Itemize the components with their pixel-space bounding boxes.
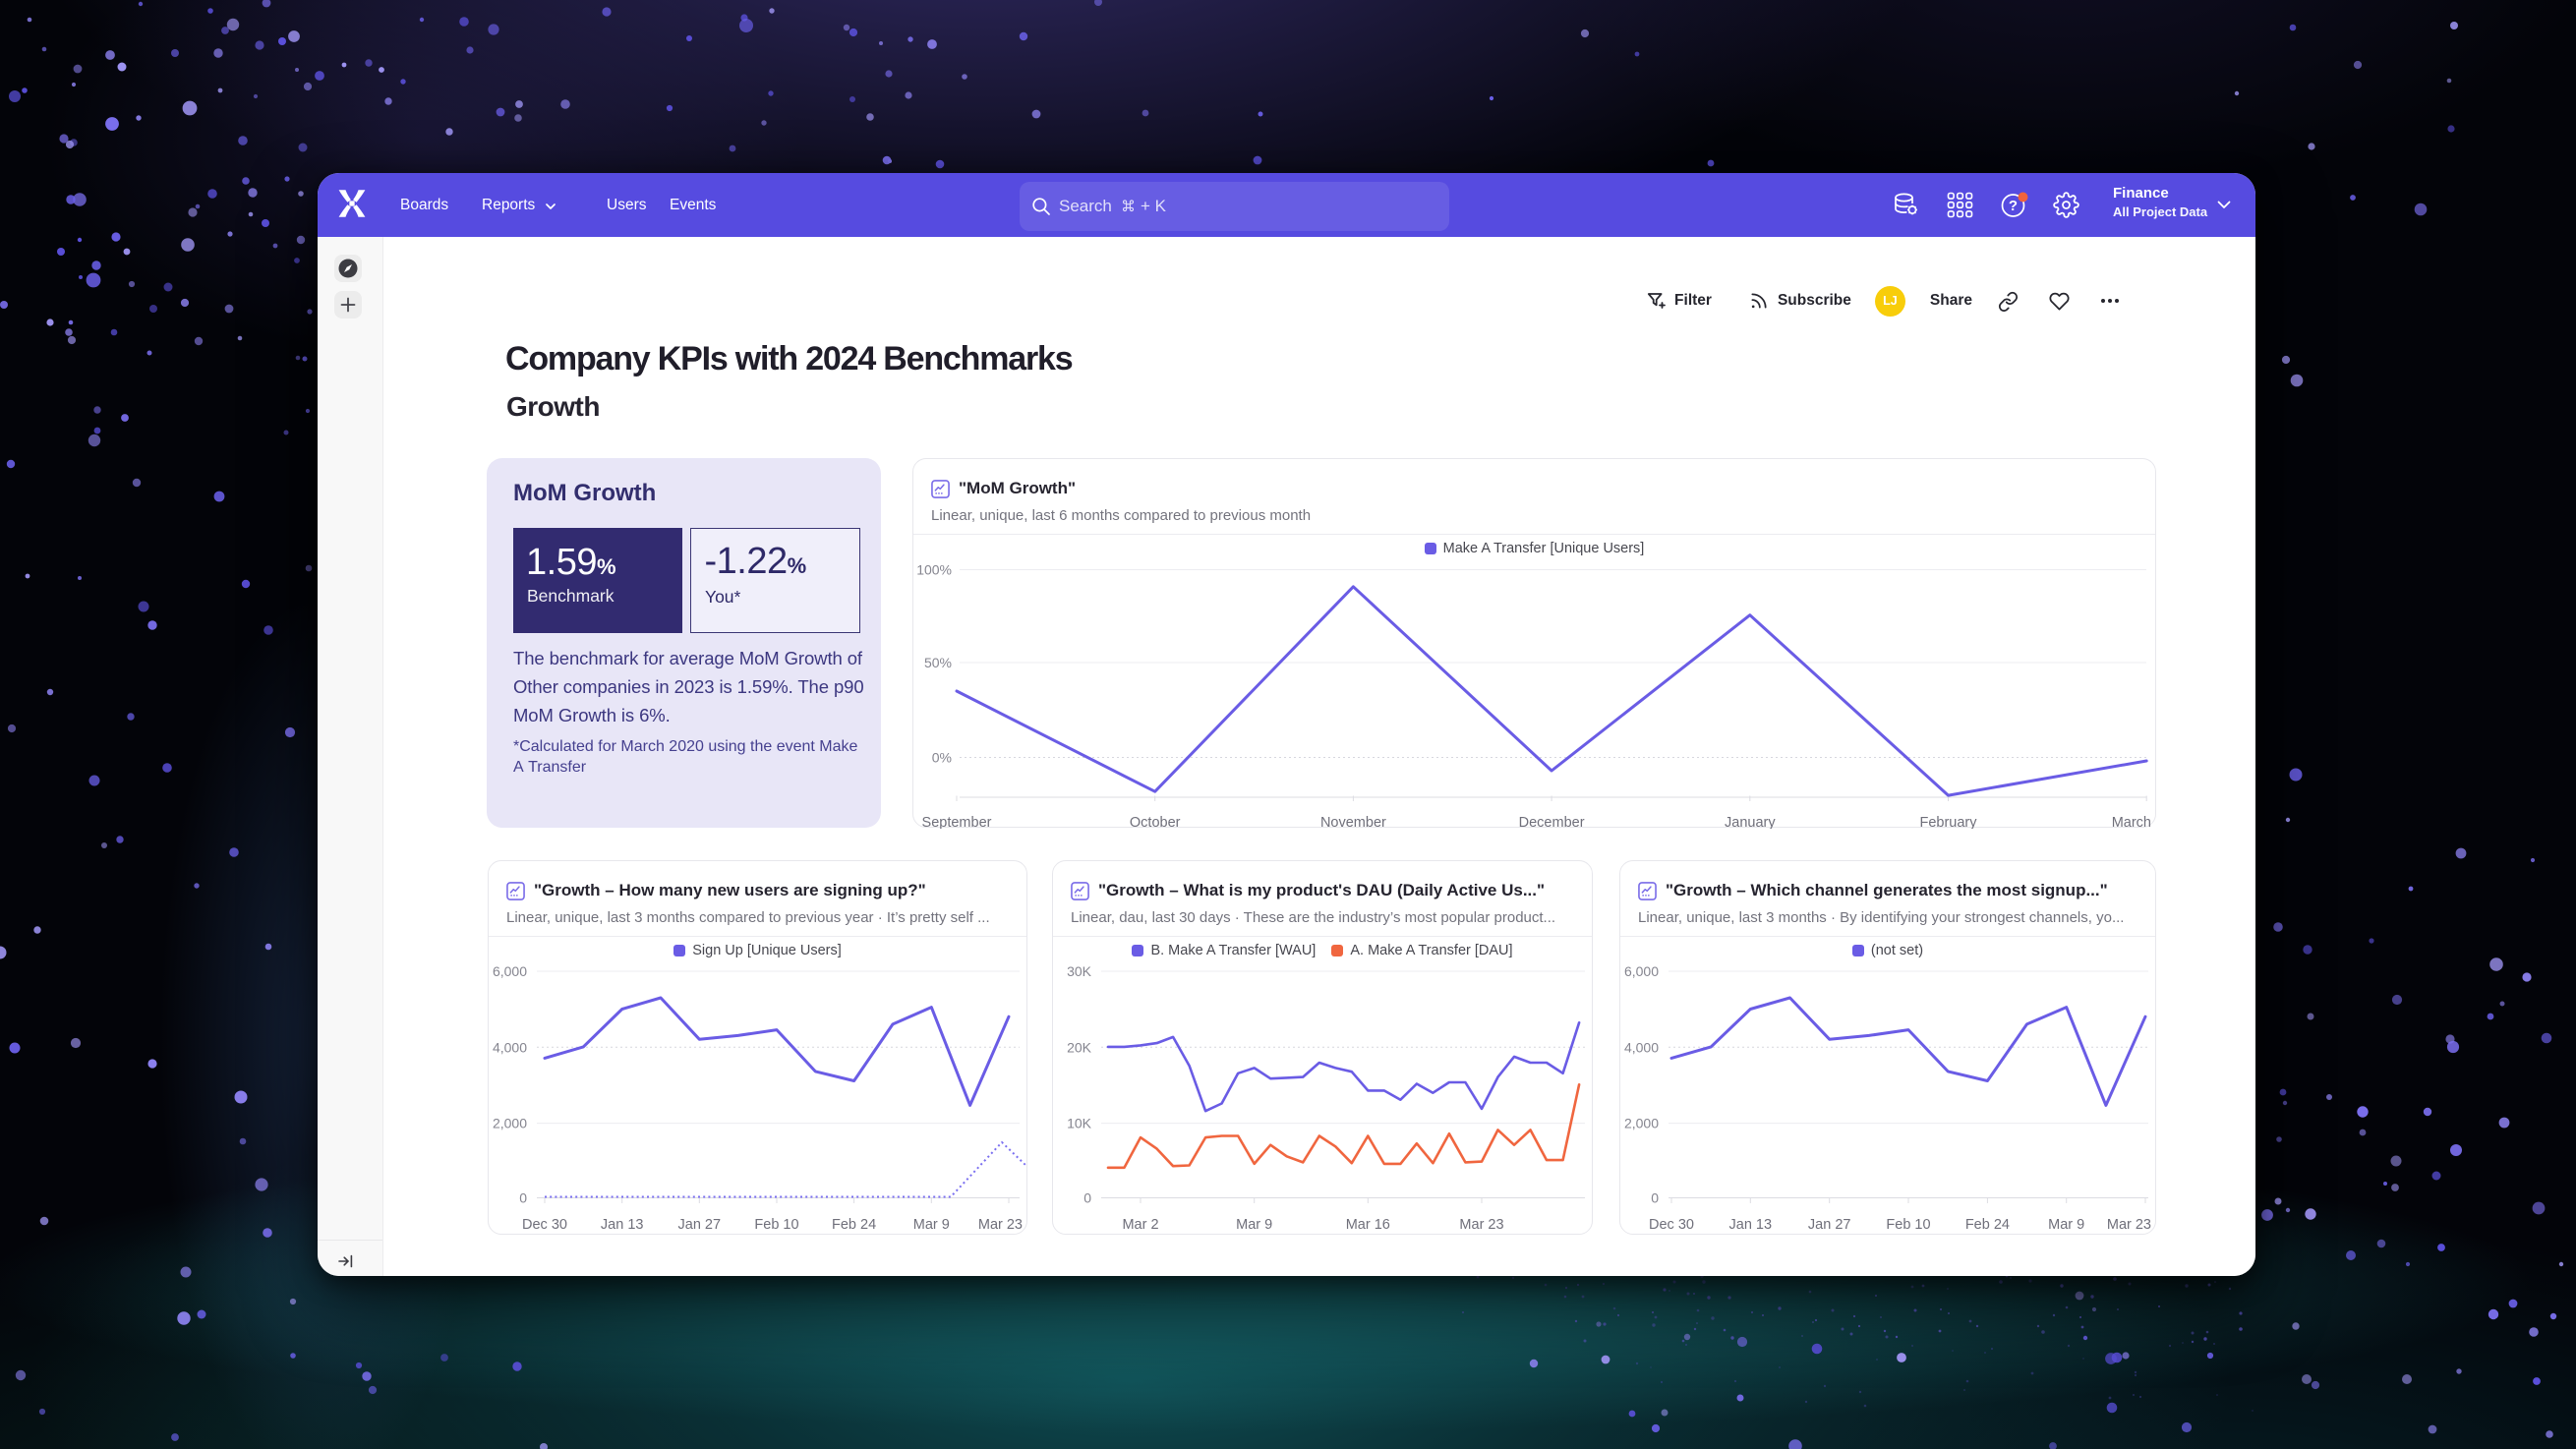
svg-text:Jan 13: Jan 13: [1729, 1217, 1773, 1232]
svg-text:Jan 27: Jan 27: [678, 1217, 722, 1232]
svg-text:Jan 13: Jan 13: [601, 1217, 644, 1232]
svg-text:Mar 9: Mar 9: [913, 1217, 950, 1232]
svg-text:December: December: [1519, 815, 1585, 829]
svg-text:0%: 0%: [932, 750, 952, 766]
svg-text:Mar 9: Mar 9: [1236, 1217, 1272, 1232]
svg-text:October: October: [1130, 815, 1181, 829]
svg-text:?: ?: [2009, 198, 2018, 214]
svg-text:Mar 23: Mar 23: [978, 1217, 1023, 1232]
svg-text:50%: 50%: [924, 655, 952, 670]
svg-text:Mar 16: Mar 16: [1346, 1217, 1390, 1232]
svg-text:March: March: [2112, 815, 2151, 829]
svg-text:0: 0: [1651, 1190, 1659, 1206]
svg-text:Feb 24: Feb 24: [832, 1217, 876, 1232]
svg-text:Feb 10: Feb 10: [1886, 1217, 1930, 1232]
svg-text:0: 0: [1083, 1190, 1091, 1206]
svg-text:4,000: 4,000: [1624, 1039, 1659, 1055]
svg-text:Mar 23: Mar 23: [2107, 1217, 2151, 1232]
svg-text:Dec 30: Dec 30: [1649, 1217, 1694, 1232]
svg-text:November: November: [1320, 815, 1386, 829]
svg-text:20K: 20K: [1067, 1039, 1092, 1055]
svg-text:100%: 100%: [916, 562, 952, 578]
svg-text:30K: 30K: [1067, 963, 1092, 979]
svg-text:September: September: [922, 815, 992, 829]
svg-text:10K: 10K: [1067, 1116, 1092, 1131]
svg-text:Mar 23: Mar 23: [1459, 1217, 1503, 1232]
svg-text:Mar 9: Mar 9: [2048, 1217, 2084, 1232]
svg-text:2,000: 2,000: [1624, 1116, 1659, 1131]
svg-text:0: 0: [519, 1190, 527, 1206]
svg-text:4,000: 4,000: [493, 1039, 527, 1055]
svg-text:2,000: 2,000: [493, 1116, 527, 1131]
svg-text:6,000: 6,000: [1624, 963, 1659, 979]
svg-text:Feb 24: Feb 24: [1965, 1217, 2010, 1232]
svg-text:Dec 30: Dec 30: [522, 1217, 567, 1232]
svg-text:Mar 2: Mar 2: [1122, 1217, 1158, 1232]
svg-text:January: January: [1725, 815, 1776, 829]
svg-text:February: February: [1919, 815, 1977, 829]
svg-text:Feb 10: Feb 10: [754, 1217, 798, 1232]
svg-text:Jan 27: Jan 27: [1808, 1217, 1851, 1232]
svg-text:6,000: 6,000: [493, 963, 527, 979]
